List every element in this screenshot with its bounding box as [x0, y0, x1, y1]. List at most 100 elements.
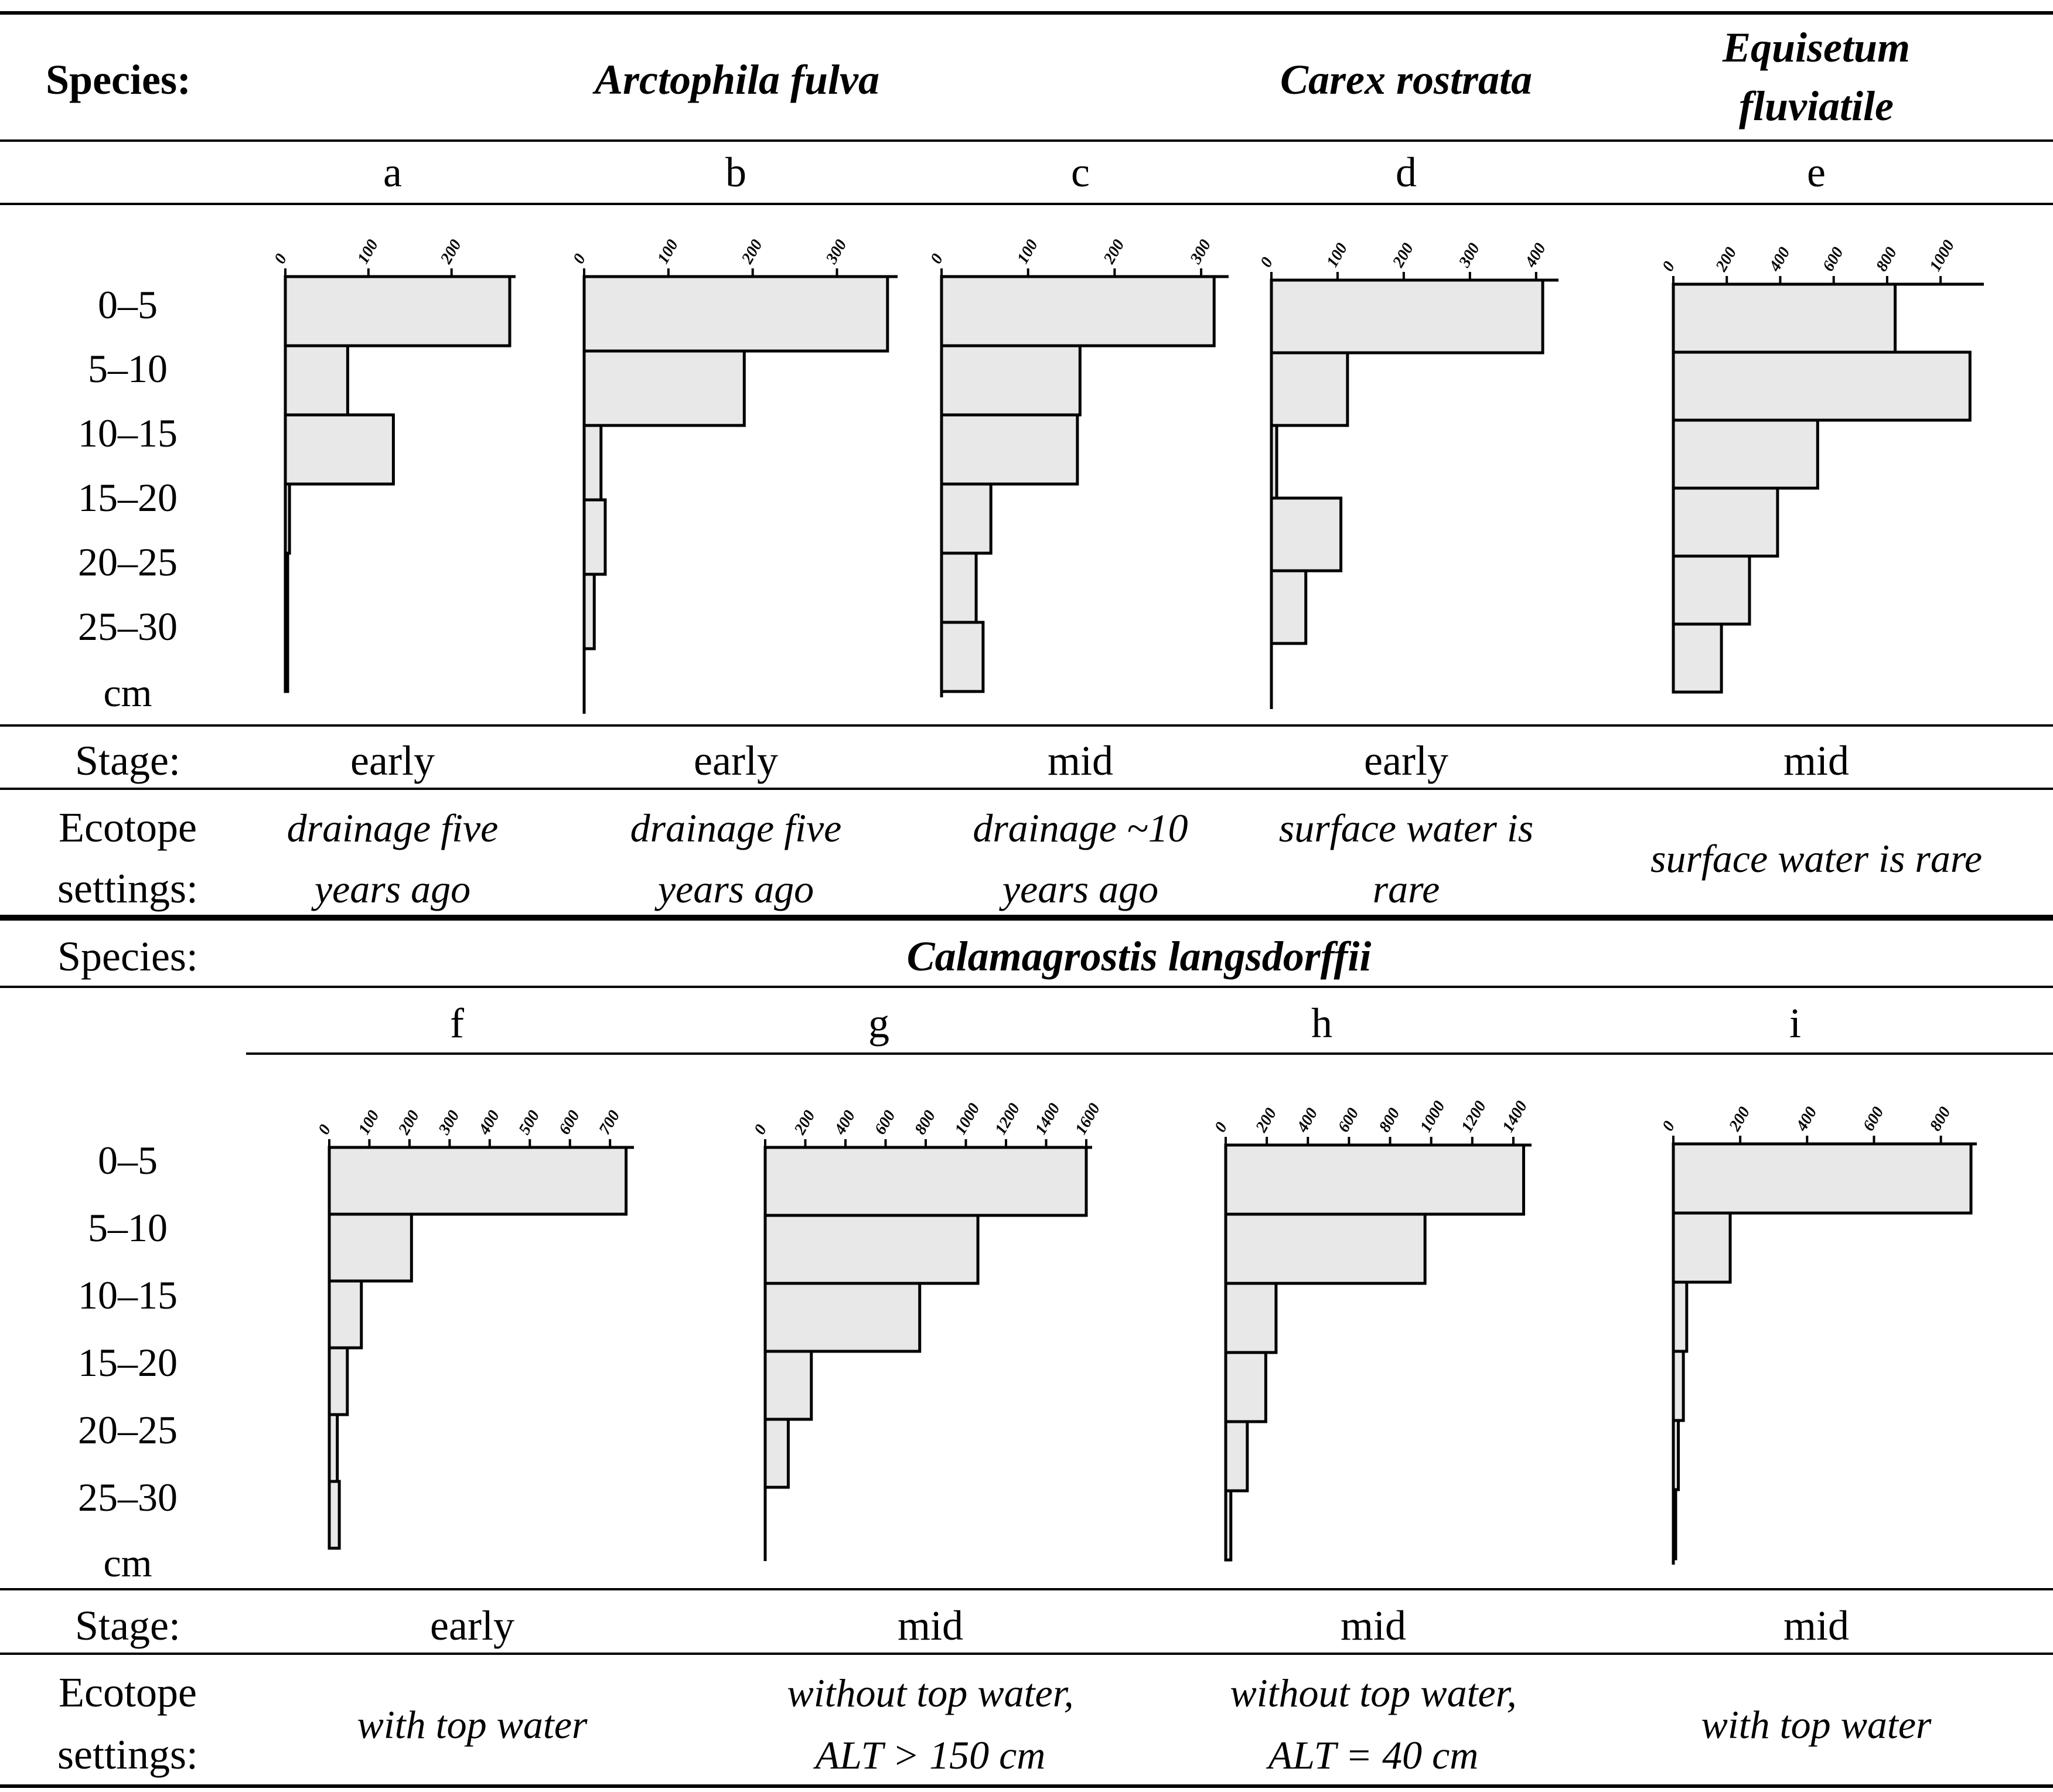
depth-label: 25–30 [78, 604, 178, 649]
tick-label-h: 800 [1376, 1105, 1404, 1136]
tick-label-f: 300 [435, 1108, 463, 1139]
ecotope-i-1: with top water [1701, 1702, 1932, 1747]
ecotope-label-2a: Ecotope [59, 1669, 197, 1716]
panel-letter-g: g [868, 1000, 889, 1047]
tick-label-e: 200 [1712, 244, 1740, 275]
bar-c-6 [940, 621, 985, 693]
panel-letter-i: i [1789, 1000, 1801, 1047]
bar-d-4 [1270, 496, 1343, 573]
bar-b-4 [582, 498, 607, 576]
bar-h-5 [1224, 1420, 1249, 1493]
tick-label-e: 400 [1765, 244, 1793, 275]
bar-f-6 [328, 1480, 341, 1550]
tick-label-e: 0 [1659, 258, 1679, 275]
bar-i-1 [1672, 1142, 1973, 1215]
bar-g-2 [763, 1214, 980, 1285]
tick-label-a: 100 [354, 237, 382, 267]
tick-label-g: 1400 [1032, 1101, 1064, 1138]
chart-panel-a: 0 100 200 [271, 237, 516, 693]
tick-label-g: 800 [911, 1108, 939, 1138]
depth-label: 5–10 [88, 346, 168, 391]
tick-label-d: 0 [1257, 254, 1277, 271]
panel-letter-e: e [1807, 149, 1826, 196]
ecotope-e-1: surface water is rare [1650, 836, 1982, 881]
bar-d-1 [1270, 278, 1544, 355]
tick-label-f: 500 [515, 1108, 543, 1138]
species-arctophila: Arctophila fulva [592, 56, 879, 103]
tick-label-g: 0 [751, 1122, 770, 1138]
species-equisetum-line1: Equisetum [1722, 24, 1910, 71]
bar-c-4 [940, 482, 993, 555]
species-carex: Carex rostrata [1280, 56, 1532, 103]
ecotope-d-2: rare [1373, 867, 1440, 911]
depth-label: 10–15 [78, 1273, 178, 1317]
bar-b-3 [582, 424, 603, 502]
ecotope-label-1b: settings: [57, 865, 198, 912]
bar-h-4 [1224, 1351, 1267, 1423]
tick-label-c: 0 [927, 251, 947, 267]
ecotope-c-1: drainage ~10 [973, 806, 1188, 850]
tick-label-g: 1000 [952, 1101, 984, 1138]
stage-f: early [430, 1602, 514, 1649]
stage-h: mid [1341, 1602, 1406, 1649]
ecotope-a-2: years ago [311, 867, 470, 911]
tick-label-h: 1000 [1417, 1098, 1449, 1136]
tick-label-h: 1200 [1458, 1098, 1490, 1136]
tick-label-f: 600 [555, 1108, 584, 1138]
stage-c: mid [1048, 737, 1113, 784]
chart-panel-g: 0 200 400 600 800 1000 1200 1400 1600 [751, 1101, 1104, 1561]
tick-label-e: 600 [1819, 244, 1847, 275]
chart-panel-h: 0 200 400 600 800 1000 1200 1400 [1211, 1098, 1532, 1562]
tick-label-i: 400 [1792, 1104, 1820, 1135]
tick-label-b: 200 [738, 237, 766, 268]
tick-label-b: 0 [569, 251, 589, 267]
bar-f-1 [328, 1146, 628, 1216]
ecotope-b-1: drainage five [630, 806, 842, 850]
stage-label-2: Stage: [75, 1602, 180, 1649]
bar-e-5 [1672, 554, 1751, 626]
stage-i: mid [1783, 1602, 1849, 1649]
bar-g-1 [763, 1146, 1088, 1217]
tick-label-g: 1600 [1072, 1101, 1104, 1138]
bar-b-5 [582, 573, 596, 650]
chart-panel-b: 0 100 200 300 [569, 237, 898, 714]
stage-b: early [694, 737, 778, 784]
depth-label: 0–5 [98, 1138, 158, 1183]
bar-h-3 [1224, 1282, 1278, 1354]
depth-label: 25–30 [78, 1475, 178, 1520]
ecotope-g-2: ALT > 150 cm [813, 1733, 1046, 1777]
ecotope-h-1: without top water, [1230, 1671, 1516, 1715]
depth-label: cm [103, 670, 152, 715]
tick-label-h: 600 [1335, 1105, 1363, 1136]
panel-letter-c: c [1071, 149, 1090, 196]
bar-b-2 [582, 349, 746, 427]
bar-e-4 [1672, 486, 1779, 558]
depth-label: 10–15 [78, 411, 178, 455]
tick-label-d: 100 [1323, 240, 1351, 271]
tick-label-d: 200 [1389, 240, 1417, 271]
tick-label-i: 200 [1725, 1104, 1754, 1135]
bar-f-4 [328, 1346, 349, 1416]
bar-d-5 [1270, 569, 1308, 645]
tick-label-h: 400 [1293, 1105, 1321, 1136]
ecotope-d-1: surface water is [1279, 806, 1533, 850]
tick-label-i: 0 [1659, 1118, 1679, 1135]
tick-label-i: 800 [1926, 1104, 1955, 1135]
bar-f-2 [328, 1212, 413, 1283]
tick-label-a: 200 [436, 237, 465, 268]
tick-label-a: 0 [271, 251, 291, 267]
depth-label: 20–25 [78, 1408, 178, 1452]
tick-label-f: 100 [355, 1108, 383, 1138]
stage-g: mid [898, 1602, 963, 1649]
tick-label-h: 200 [1252, 1105, 1280, 1136]
stage-label-1: Stage: [75, 737, 180, 784]
bar-f-3 [328, 1279, 363, 1350]
ecotope-label-1a: Ecotope [59, 804, 197, 851]
tick-label-c: 200 [1100, 237, 1128, 268]
bar-e-6 [1672, 622, 1723, 694]
stage-a: early [350, 737, 435, 784]
bar-c-1 [940, 275, 1216, 348]
tick-label-d: 400 [1521, 240, 1549, 271]
bar-e-2 [1672, 350, 1972, 422]
ecotope-h-2: ALT = 40 cm [1266, 1733, 1479, 1777]
